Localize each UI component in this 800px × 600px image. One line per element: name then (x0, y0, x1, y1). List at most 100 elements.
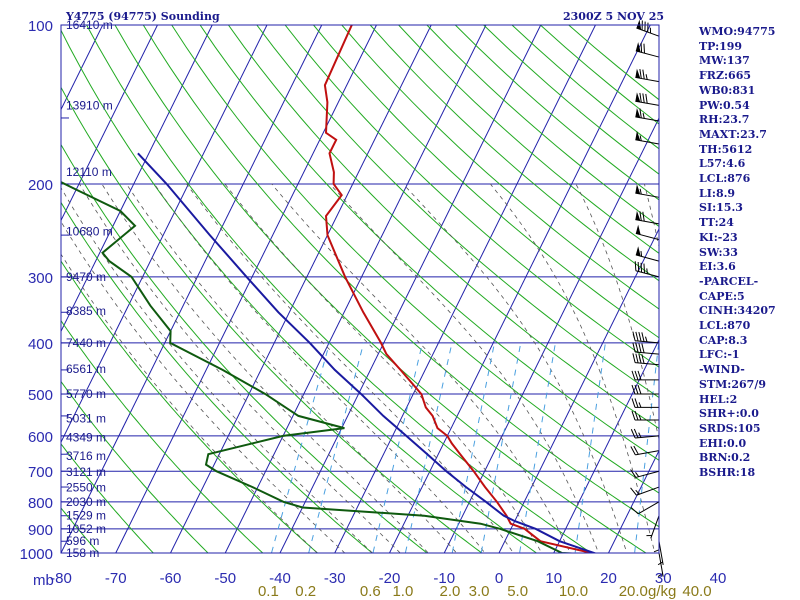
observation-time: 2300Z 5 NOV 25 (563, 10, 664, 23)
wind-barb-full (631, 398, 636, 408)
temperature-tick-label: -40 (269, 570, 291, 587)
wind-barb-half (642, 113, 645, 119)
wind-barb-full (639, 69, 642, 79)
wind-barb-full (641, 354, 645, 364)
wind-barb (635, 68, 660, 83)
height-label: 2030 m (66, 495, 106, 509)
height-label: 2550 m (66, 481, 106, 495)
sounding-parameter: RH:23.7 (699, 113, 750, 127)
wind-barb (631, 410, 659, 421)
wind-barb-full (630, 507, 639, 515)
sounding-parameters-list: WMO:94775 TP:199 MW:137 FRZ:665 WB0:831 PW:0.… (699, 25, 776, 481)
wind-barb-half (639, 135, 642, 141)
moist-adiabat-line (575, 183, 659, 441)
wind-barb-flag (635, 210, 641, 221)
wind-barb-full (639, 92, 642, 103)
wind-barb (657, 552, 664, 577)
sounding-parameter: LCL:876 (699, 172, 751, 186)
wind-barb-full (638, 331, 642, 342)
sounding-parameter: BRN:0.2 (699, 451, 751, 465)
sounding-profiles (61, 25, 598, 553)
sounding-parameter: LFC:-1 (699, 348, 740, 362)
sounding-parameter: SRDS:105 (699, 421, 761, 435)
pressure-tick-label: 400 (28, 336, 53, 353)
wind-barb-full (640, 262, 643, 273)
sounding-parameter: TH:5612 (699, 142, 753, 156)
sounding-parameter: L57:4.6 (699, 157, 746, 171)
wind-barb-half (640, 251, 643, 257)
height-label: 5031 m (66, 411, 106, 425)
temperature-tick-label: 20 (600, 570, 617, 587)
wind-barb (635, 107, 660, 122)
wind-barb-full (634, 370, 639, 381)
height-label: 3121 m (66, 465, 106, 479)
wind-barb-full (641, 332, 645, 342)
wind-barb (630, 486, 660, 496)
wind-barb-full (642, 93, 645, 103)
wind-barb-full (634, 261, 637, 271)
dry-adiabat-line (284, 25, 659, 368)
mixing-ratio-label: 0.2 (295, 583, 316, 600)
dry-adiabat-line (341, 25, 659, 310)
dry-adiabat-line (227, 25, 659, 430)
wind-barb-full (645, 93, 648, 104)
pressure-tick-label: 600 (28, 429, 53, 446)
pressure-tick-label: 700 (28, 464, 53, 481)
height-label: 3716 m (66, 449, 106, 463)
pressure-tick-label: 800 (28, 495, 53, 512)
wind-barb-half (646, 268, 648, 274)
mixing-ratio-label: 20.0 (619, 583, 648, 600)
moist-adiabat-line (329, 183, 600, 553)
height-label: 4349 m (66, 430, 106, 444)
pressure-tick-label: 300 (28, 270, 53, 287)
dry-adiabat-line (61, 29, 538, 553)
isotherm-line (498, 227, 659, 553)
wind-barb-staff (658, 552, 664, 577)
wind-barb-full (639, 211, 642, 221)
wind-barb-full (632, 342, 636, 353)
wind-barb-full (633, 445, 639, 455)
temperature-tick-labels: -80 -70 -60 -50 -40 -30 -20 -10 0 10 20 30 40 (50, 570, 726, 587)
moist-adiabat-line (79, 183, 401, 553)
height-label: 7440 m (66, 336, 106, 350)
temperature-tick-label: -50 (214, 570, 236, 587)
moist-adiabat-line (101, 183, 429, 553)
sounding-parameter: SHR+:0.0 (699, 407, 759, 421)
pressure-tick-label: 100 (28, 18, 53, 35)
temperature-tick-label: -10 (433, 570, 455, 587)
pressure-tick-labels: 100 200 300 400 500 600 700 800 900 1000 (20, 18, 53, 563)
temperature-tick-label: -20 (379, 570, 401, 587)
height-label: 10680 m (66, 224, 113, 238)
dry-adiabat-line (313, 25, 659, 339)
wind-barb-staff (635, 192, 660, 198)
height-label: 1529 m (66, 509, 106, 523)
wind-barb-full (635, 342, 639, 353)
dry-adiabat-line (142, 25, 659, 528)
sounding-parameter: SI:15.3 (699, 201, 743, 215)
dry-adiabat-line (61, 380, 209, 553)
sounding-parameter: MW:137 (699, 54, 750, 68)
mixing-ratio-label: 2.0 (439, 583, 460, 600)
sounding-parameter: HEL:2 (699, 392, 738, 406)
wind-barb (632, 353, 660, 366)
wind-barb-full (643, 263, 646, 274)
wind-barb-full (639, 108, 642, 118)
mixing-ratio-lines (270, 342, 659, 553)
wind-barb (635, 92, 660, 106)
wind-barbs (630, 19, 664, 577)
isotherm-line (61, 25, 268, 444)
wind-barb (635, 210, 660, 225)
temperature-tick-label: 10 (545, 570, 562, 587)
pressure-tick-label: 1000 (20, 546, 53, 563)
isotherm-line (334, 25, 596, 553)
wind-barb-full (630, 429, 636, 439)
wind-barb (630, 428, 660, 439)
moist-adiabat-line (61, 187, 373, 553)
dry-adiabat-line (61, 143, 428, 553)
isotherm-line (61, 25, 158, 222)
wind-barb (630, 445, 660, 456)
wind-barb-full (637, 370, 642, 381)
wind-barb-full (631, 370, 636, 381)
sounding-parameter: KI:-23 (699, 230, 738, 244)
